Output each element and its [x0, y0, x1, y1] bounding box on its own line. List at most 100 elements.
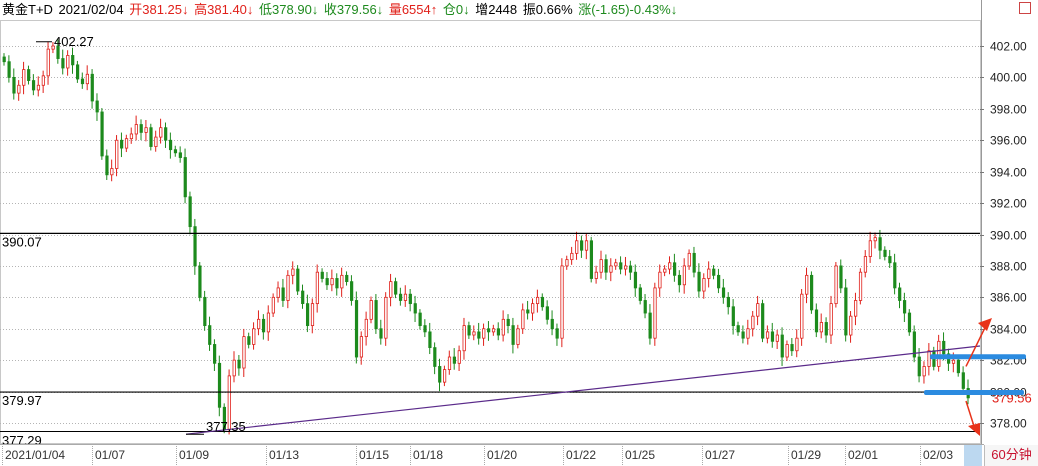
- candle: [785, 340, 789, 361]
- candle: [36, 76, 41, 97]
- candle: [800, 289, 804, 346]
- candle: [648, 304, 652, 345]
- candle: [584, 233, 589, 260]
- candle: [428, 322, 432, 355]
- candle: [364, 311, 368, 346]
- candle: [384, 292, 388, 346]
- x-tick-label: 01/13: [269, 448, 299, 462]
- candle: [369, 296, 373, 324]
- candle: [379, 319, 383, 345]
- x-tick-label: 02/03: [923, 448, 953, 462]
- candle: [41, 70, 45, 93]
- candle: [281, 278, 285, 307]
- quote-date: 2021/02/04: [58, 2, 124, 17]
- down-arrow: [965, 400, 975, 427]
- panel-toggle-icon[interactable]: [1019, 2, 1031, 14]
- candle: [878, 229, 882, 260]
- candle: [614, 258, 618, 270]
- hline-bottom-label: 379.97: [2, 393, 42, 408]
- candle: [731, 299, 735, 335]
- candle: [193, 218, 197, 275]
- candle: [477, 322, 481, 345]
- candle: [521, 303, 525, 334]
- candles: [2, 39, 970, 435]
- candle: [589, 236, 594, 283]
- down-arrow-head: [968, 423, 980, 436]
- x-tick-label: 01/18: [413, 448, 443, 462]
- candle: [80, 72, 85, 89]
- candle: [795, 329, 799, 358]
- candle: [105, 149, 109, 180]
- candle: [129, 127, 134, 144]
- x-tick-label: 01/22: [566, 448, 596, 462]
- bottom-left-label: 377.29: [2, 433, 42, 448]
- candle: [540, 293, 545, 311]
- candle: [697, 263, 701, 298]
- candle: [159, 118, 163, 144]
- candle: [350, 275, 354, 306]
- candle: [330, 269, 334, 292]
- lower-accent-bar: [924, 390, 1024, 396]
- candle: [66, 50, 70, 76]
- candle: [232, 351, 236, 383]
- candle: [178, 146, 182, 163]
- candle: [624, 256, 628, 276]
- candle: [462, 317, 466, 360]
- candle: [443, 365, 447, 387]
- period-selector[interactable]: 60分钟: [984, 445, 1038, 466]
- candle: [550, 310, 554, 336]
- candle: [394, 277, 398, 299]
- close-price: 收379.56↓: [323, 2, 384, 17]
- candle: [526, 300, 530, 320]
- candle: [491, 324, 496, 336]
- candle: [433, 342, 437, 375]
- candle: [22, 61, 26, 95]
- candle: [276, 281, 280, 303]
- candle: [565, 255, 569, 270]
- candle: [570, 246, 574, 265]
- candle: [85, 65, 89, 91]
- candle: [46, 41, 50, 85]
- open-price: 开381.25↓: [129, 2, 189, 17]
- candle: [687, 249, 691, 270]
- candle: [663, 265, 667, 277]
- candle: [677, 270, 682, 293]
- candle: [604, 254, 608, 280]
- candle: [873, 232, 877, 249]
- candle: [628, 260, 633, 280]
- candle: [511, 317, 515, 354]
- candle: [467, 321, 471, 339]
- y-tick-label: 386.00: [990, 291, 1027, 305]
- candle: [315, 264, 319, 313]
- candle: [844, 278, 848, 342]
- high-marker-label: 402.27: [54, 34, 94, 49]
- candle: [726, 292, 731, 315]
- candle: [506, 314, 510, 334]
- candle: [834, 261, 838, 308]
- candle: [682, 258, 686, 294]
- candle: [164, 122, 168, 148]
- upper-accent-bar: [930, 354, 1026, 360]
- candle: [252, 322, 256, 350]
- candle: [633, 264, 638, 297]
- candle: [496, 322, 501, 341]
- time-axis: 2021/01/04 01/07 01/09 01/13 01/15 01/18 01/20…: [0, 444, 984, 466]
- gridlines: [0, 0, 982, 444]
- low-marker-label: 377.35: [206, 419, 246, 434]
- candle: [418, 309, 422, 330]
- candle: [775, 329, 779, 350]
- candle: [12, 68, 16, 100]
- candle: [7, 55, 11, 83]
- candle: [756, 295, 760, 326]
- high-price: 高381.40↓: [194, 2, 254, 17]
- candle: [643, 294, 647, 319]
- candle: [898, 282, 902, 309]
- up-arrow: [965, 325, 987, 367]
- candle: [712, 265, 716, 280]
- candle: [213, 339, 217, 372]
- increase: 增2448: [475, 2, 518, 17]
- candle: [90, 69, 94, 109]
- candle: [71, 47, 75, 74]
- candle: [692, 246, 696, 278]
